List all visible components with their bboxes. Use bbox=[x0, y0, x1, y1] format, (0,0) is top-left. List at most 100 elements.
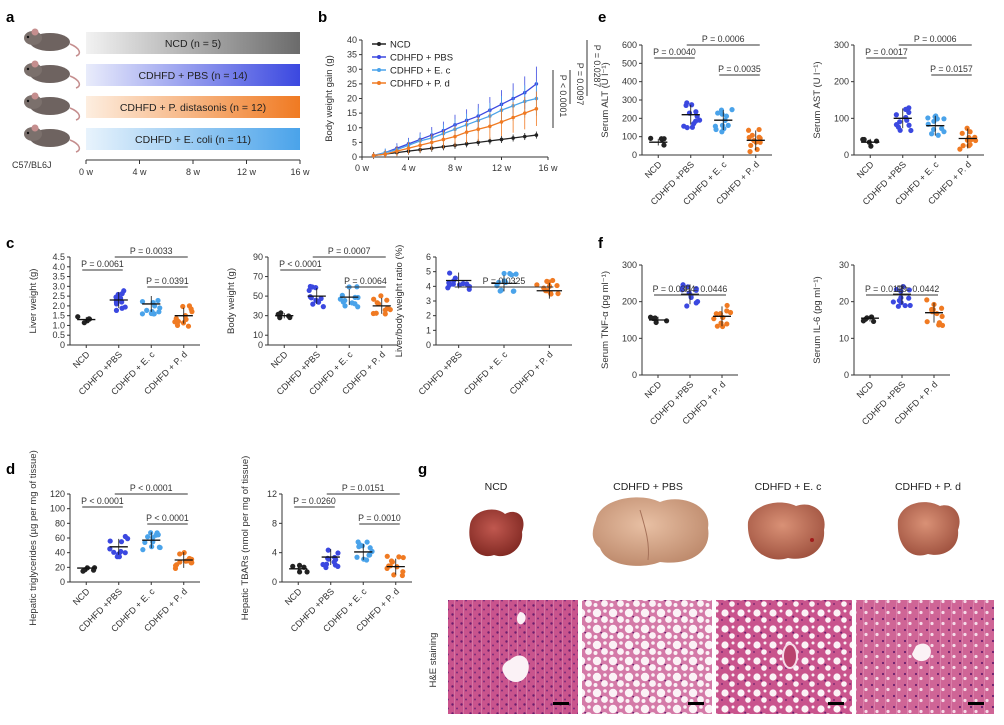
data-point bbox=[396, 554, 402, 560]
data-point bbox=[177, 559, 183, 565]
y-tick-label: 0 bbox=[272, 577, 277, 587]
data-point bbox=[488, 124, 492, 129]
data-point bbox=[895, 303, 901, 309]
x-tick-label: CDHFD +PBS bbox=[417, 349, 465, 397]
y-tick-label: 30 bbox=[253, 311, 263, 321]
data-point bbox=[719, 323, 726, 330]
y-tick-label: 0.5 bbox=[52, 330, 65, 340]
y-axis-title: Hepatic TBARs (nmol per mg of tissue) bbox=[240, 456, 251, 621]
p-value: P = 0.0040 bbox=[653, 47, 696, 57]
mouse-eye bbox=[26, 35, 30, 39]
data-point bbox=[534, 133, 539, 137]
data-point bbox=[693, 300, 699, 306]
data-point bbox=[966, 134, 972, 141]
data-point bbox=[906, 287, 912, 293]
y-tick-label: 120 bbox=[50, 489, 65, 499]
data-point bbox=[374, 300, 380, 306]
y-tick-label: 3.0 bbox=[52, 281, 65, 291]
data-point bbox=[555, 290, 561, 297]
y-axis-title: Serum ALT (U l⁻¹) bbox=[600, 62, 611, 137]
mouse-ear bbox=[31, 92, 39, 100]
data-point bbox=[511, 288, 517, 294]
data-point bbox=[499, 120, 504, 124]
data-point bbox=[447, 270, 453, 276]
data-point bbox=[713, 311, 719, 317]
y-tick-label: 100 bbox=[622, 333, 637, 343]
data-point bbox=[499, 137, 504, 142]
panel-b: b 0 5 10 15 20 25 30 35 40 0 w 4 w 8 w 12 w 16 w Body … bbox=[318, 9, 602, 173]
data-point bbox=[107, 538, 113, 544]
data-point bbox=[400, 554, 406, 561]
y-tick-label: 100 bbox=[50, 504, 65, 514]
x-tick-label: 0 w bbox=[355, 163, 370, 173]
x-tick-label: 8 w bbox=[448, 163, 463, 173]
data-point bbox=[304, 569, 310, 575]
data-point bbox=[959, 130, 965, 136]
data-point bbox=[172, 563, 179, 569]
data-point bbox=[383, 152, 388, 156]
data-point bbox=[522, 134, 527, 139]
treatment-bar bbox=[86, 96, 300, 118]
data-point bbox=[652, 315, 658, 321]
data-point bbox=[929, 131, 935, 137]
y-tick-label: 3 bbox=[426, 296, 431, 306]
p-value: P = 0.0391 bbox=[146, 276, 189, 286]
data-point bbox=[400, 569, 406, 575]
data-point bbox=[157, 305, 163, 311]
data-point bbox=[936, 322, 942, 328]
data-point bbox=[145, 534, 151, 540]
mouse-icon bbox=[24, 28, 81, 57]
data-point bbox=[371, 296, 377, 302]
data-point bbox=[142, 539, 148, 546]
y-tick-label: 4.5 bbox=[52, 252, 65, 262]
y-tick-label: 60 bbox=[55, 533, 65, 543]
y-tick-label: 50 bbox=[253, 291, 263, 301]
data-point bbox=[938, 305, 945, 311]
data-point bbox=[446, 282, 452, 288]
scale-bar bbox=[968, 702, 984, 705]
time-tick-label: 4 w bbox=[132, 167, 147, 177]
p-value: P < 0.0001 bbox=[130, 483, 173, 493]
scatter-plot-d1: 0 20 40 60 80 100 120 Hepatic triglycerides (µg… bbox=[28, 450, 200, 634]
data-point bbox=[893, 122, 900, 128]
data-point bbox=[335, 550, 341, 556]
data-point bbox=[756, 126, 762, 133]
p-value: P = 0.0035 bbox=[718, 64, 761, 74]
data-point bbox=[306, 287, 312, 294]
panel-e-letter: e bbox=[598, 9, 606, 26]
y-tick-label: 30 bbox=[347, 64, 357, 74]
y-axis-title: Serum TNF-α (pg ml⁻¹) bbox=[600, 271, 611, 369]
data-point bbox=[714, 323, 720, 329]
p-value: P = 0.0097 bbox=[575, 63, 585, 106]
data-point bbox=[544, 278, 550, 284]
mouse-ear bbox=[31, 60, 39, 68]
data-point bbox=[456, 282, 463, 288]
data-point bbox=[724, 302, 730, 309]
panel-d-letter: d bbox=[6, 461, 15, 478]
data-point bbox=[315, 299, 322, 305]
panel-d: d bbox=[6, 461, 15, 478]
data-point bbox=[724, 321, 730, 327]
data-point bbox=[747, 148, 753, 155]
data-point bbox=[907, 302, 913, 309]
data-point bbox=[185, 323, 192, 329]
mouse-icon bbox=[24, 124, 81, 153]
data-point bbox=[464, 130, 469, 134]
y-tick-label: 30 bbox=[839, 260, 849, 270]
data-point bbox=[476, 140, 481, 145]
data-point bbox=[140, 547, 146, 553]
data-point bbox=[157, 544, 163, 551]
data-point bbox=[893, 286, 900, 293]
data-point bbox=[647, 314, 654, 320]
mouse-tail bbox=[69, 43, 81, 57]
y-tick-label: 0 bbox=[844, 150, 849, 160]
legend-entry: CDHFD + PBS bbox=[390, 53, 453, 64]
y-tick-label: 300 bbox=[834, 40, 849, 50]
y-tick-label: 15 bbox=[347, 108, 357, 118]
data-point bbox=[156, 309, 162, 315]
mouse-eye bbox=[26, 67, 30, 71]
g-title-ec: CDHFD + E. c bbox=[755, 481, 822, 493]
y-tick-label: 3.5 bbox=[52, 272, 65, 282]
data-point bbox=[693, 109, 699, 115]
